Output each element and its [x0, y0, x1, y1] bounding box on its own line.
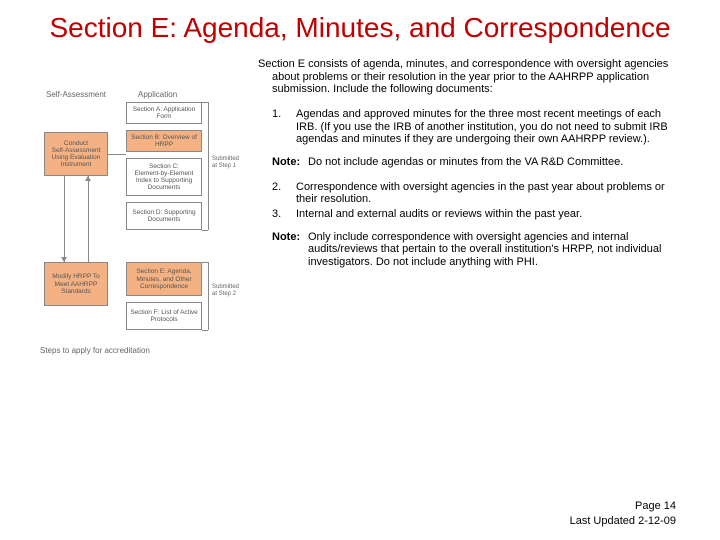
text-column: Section E consists of agenda, minutes, a… — [258, 58, 680, 402]
note-1: Note: Do not include agendas or minutes … — [258, 156, 680, 169]
box-section-e: Section E: Agenda, Minutes, and Other Co… — [126, 262, 202, 296]
process-diagram: Self-Assessment Application Conduct Self… — [40, 102, 240, 402]
note-label: Note: — [272, 231, 308, 269]
list-item-1: 1. Agendas and approved minutes for the … — [258, 108, 680, 146]
content-area: Self-Assessment Application Conduct Self… — [40, 58, 680, 402]
intro-paragraph: Section E consists of agenda, minutes, a… — [258, 58, 680, 96]
connector-line — [108, 154, 126, 155]
note-text: Only include correspondence with oversig… — [308, 231, 680, 269]
bracket-line — [202, 330, 208, 331]
note-text: Do not include agendas or minutes from t… — [308, 156, 680, 169]
arrow-up-icon — [85, 176, 91, 181]
arrow-line — [64, 176, 65, 262]
bracket-line — [208, 102, 209, 230]
bracket-line — [202, 102, 208, 103]
list-number: 1. — [272, 108, 296, 146]
box-section-c: Section C: Element‑by‑Element Index to S… — [126, 158, 202, 196]
bracket-line — [208, 262, 209, 330]
arrow-line — [88, 176, 89, 262]
box-section-d: Section D: Supporting Documents — [126, 202, 202, 230]
bracket-line — [202, 230, 208, 231]
list-item-2: 2. Correspondence with oversight agencie… — [258, 181, 680, 206]
bracket-line — [202, 262, 208, 263]
list-text: Internal and external audits or reviews … — [296, 208, 680, 221]
page-title: Section E: Agenda, Minutes, and Correspo… — [40, 12, 680, 44]
box-section-b: Section B: Overview of HRPP — [126, 130, 202, 152]
side-label-step1: Submitted at Step 1 — [212, 156, 242, 169]
list-number: 3. — [272, 208, 296, 221]
diagram-header-right: Application — [138, 90, 177, 99]
note-2: Note: Only include correspondence with o… — [258, 231, 680, 269]
last-updated: Last Updated 2-12-09 — [570, 514, 676, 528]
list-text: Correspondence with oversight agencies i… — [296, 181, 680, 206]
arrow-down-icon — [61, 257, 67, 262]
list-item-3: 3. Internal and external audits or revie… — [258, 208, 680, 221]
note-label: Note: — [272, 156, 308, 169]
list-number: 2. — [272, 181, 296, 206]
footer: Page 14 Last Updated 2-12-09 — [570, 499, 676, 528]
box-self-assessment: Conduct Self‑Assessment Using Evaluation… — [44, 132, 108, 176]
page-number: Page 14 — [570, 499, 676, 513]
box-section-a: Section A: Application Form — [126, 102, 202, 124]
slide-container: Section E: Agenda, Minutes, and Correspo… — [0, 0, 720, 540]
diagram-caption: Steps to apply for accreditation — [40, 346, 150, 355]
box-modify-hrpp: Modify HRPP To Meet AAHRPP Standards — [44, 262, 108, 306]
list-text: Agendas and approved minutes for the thr… — [296, 108, 680, 146]
side-label-step2: Submitted at Step 2 — [212, 284, 242, 297]
diagram-header-left: Self-Assessment — [46, 90, 106, 99]
box-section-f: Section F: List of Active Protocols — [126, 302, 202, 330]
diagram-column: Self-Assessment Application Conduct Self… — [40, 58, 240, 402]
